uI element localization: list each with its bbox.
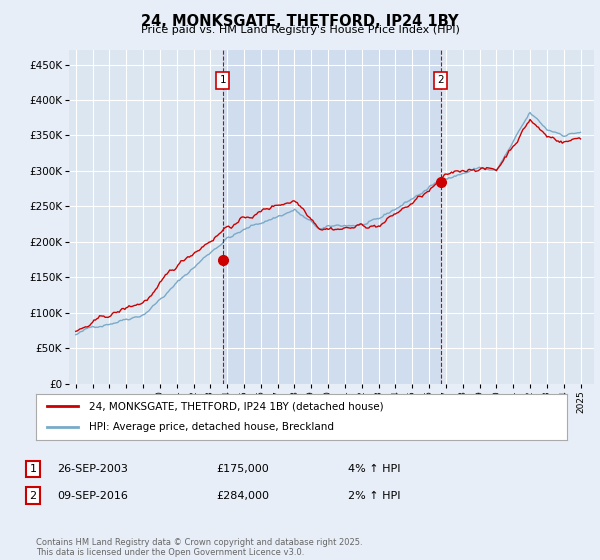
Text: £284,000: £284,000 [216, 491, 269, 501]
Text: HPI: Average price, detached house, Breckland: HPI: Average price, detached house, Brec… [89, 422, 334, 432]
Text: £175,000: £175,000 [216, 464, 269, 474]
Text: 1: 1 [29, 464, 37, 474]
Text: 09-SEP-2016: 09-SEP-2016 [57, 491, 128, 501]
Text: 2% ↑ HPI: 2% ↑ HPI [348, 491, 401, 501]
Text: 4% ↑ HPI: 4% ↑ HPI [348, 464, 401, 474]
Text: 24, MONKSGATE, THETFORD, IP24 1BY: 24, MONKSGATE, THETFORD, IP24 1BY [141, 14, 459, 29]
Text: 26-SEP-2003: 26-SEP-2003 [57, 464, 128, 474]
Text: 2: 2 [437, 76, 444, 85]
Bar [223, 50, 441, 384]
Text: 2: 2 [29, 491, 37, 501]
Text: 1: 1 [220, 76, 226, 85]
Text: Price paid vs. HM Land Registry's House Price Index (HPI): Price paid vs. HM Land Registry's House … [140, 25, 460, 35]
Text: 24, MONKSGATE, THETFORD, IP24 1BY (detached house): 24, MONKSGATE, THETFORD, IP24 1BY (detac… [89, 401, 384, 411]
Text: Contains HM Land Registry data © Crown copyright and database right 2025.
This d: Contains HM Land Registry data © Crown c… [36, 538, 362, 557]
